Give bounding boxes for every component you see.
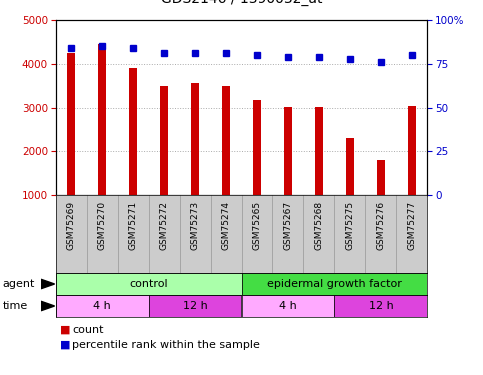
Bar	[242, 273, 427, 295]
Bar	[377, 160, 385, 195]
Text: GSM75276: GSM75276	[376, 201, 385, 250]
Bar	[98, 44, 106, 195]
Text: 12 h: 12 h	[183, 301, 207, 311]
Bar	[129, 68, 137, 195]
Text: GSM75274: GSM75274	[222, 201, 230, 250]
Text: ■: ■	[60, 325, 71, 335]
Text: agent: agent	[2, 279, 35, 289]
Text: GSM75273: GSM75273	[190, 201, 199, 250]
Text: GSM75271: GSM75271	[128, 201, 138, 250]
Text: epidermal growth factor: epidermal growth factor	[267, 279, 402, 289]
Text: GSM75269: GSM75269	[67, 201, 75, 250]
Bar	[160, 87, 168, 195]
Bar	[242, 295, 334, 317]
Bar	[284, 108, 292, 195]
Bar	[334, 295, 427, 317]
Text: GSM75272: GSM75272	[159, 201, 169, 250]
Bar	[67, 53, 75, 195]
Bar	[408, 106, 416, 195]
Text: 4 h: 4 h	[93, 301, 111, 311]
Bar	[56, 295, 149, 317]
Text: GSM75268: GSM75268	[314, 201, 324, 250]
Text: percentile rank within the sample: percentile rank within the sample	[72, 340, 260, 350]
Polygon shape	[41, 301, 55, 311]
Bar	[346, 138, 354, 195]
Text: count: count	[72, 325, 104, 335]
Bar	[191, 83, 199, 195]
Text: GSM75265: GSM75265	[253, 201, 261, 250]
Bar	[315, 106, 323, 195]
Bar	[56, 273, 242, 295]
Bar	[149, 295, 242, 317]
Text: GDS2146 / 1390032_at: GDS2146 / 1390032_at	[161, 0, 322, 6]
Bar	[253, 100, 261, 195]
Polygon shape	[41, 279, 55, 289]
Text: ■: ■	[60, 340, 71, 350]
Text: GSM75275: GSM75275	[345, 201, 355, 250]
Text: GSM75267: GSM75267	[284, 201, 293, 250]
Text: GSM75270: GSM75270	[98, 201, 107, 250]
Text: 12 h: 12 h	[369, 301, 393, 311]
Text: control: control	[129, 279, 168, 289]
Bar	[222, 87, 230, 195]
Text: time: time	[2, 301, 28, 311]
Text: 4 h: 4 h	[279, 301, 297, 311]
Text: GSM75277: GSM75277	[408, 201, 416, 250]
